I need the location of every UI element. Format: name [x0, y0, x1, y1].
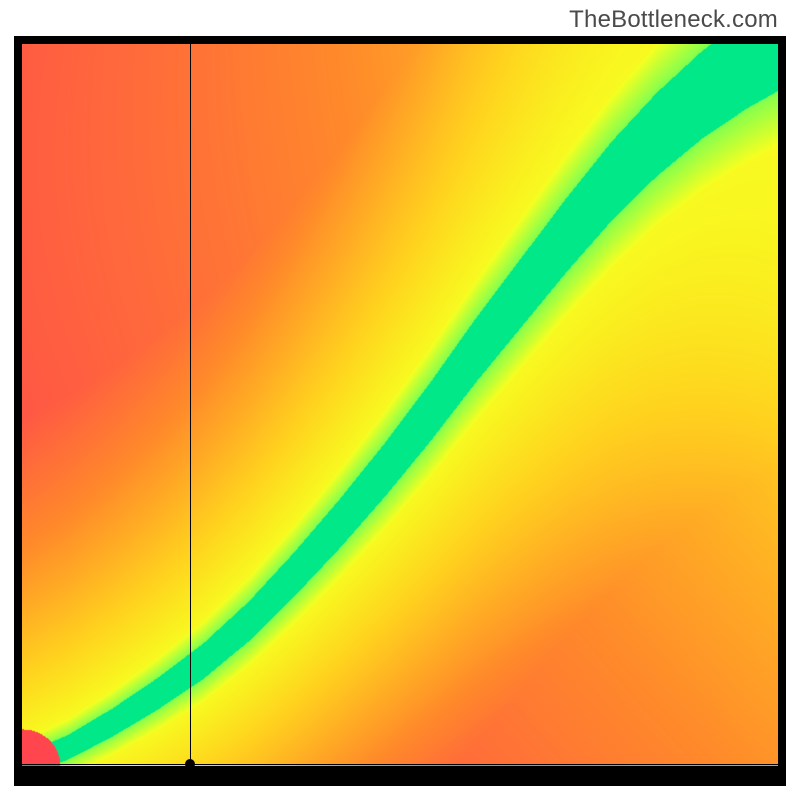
crosshair-vertical — [190, 44, 191, 766]
watermark-text: TheBottleneck.com — [569, 6, 778, 34]
crosshair-marker — [185, 759, 195, 769]
crosshair-horizontal — [22, 764, 778, 765]
bottleneck-heatmap — [22, 44, 778, 766]
